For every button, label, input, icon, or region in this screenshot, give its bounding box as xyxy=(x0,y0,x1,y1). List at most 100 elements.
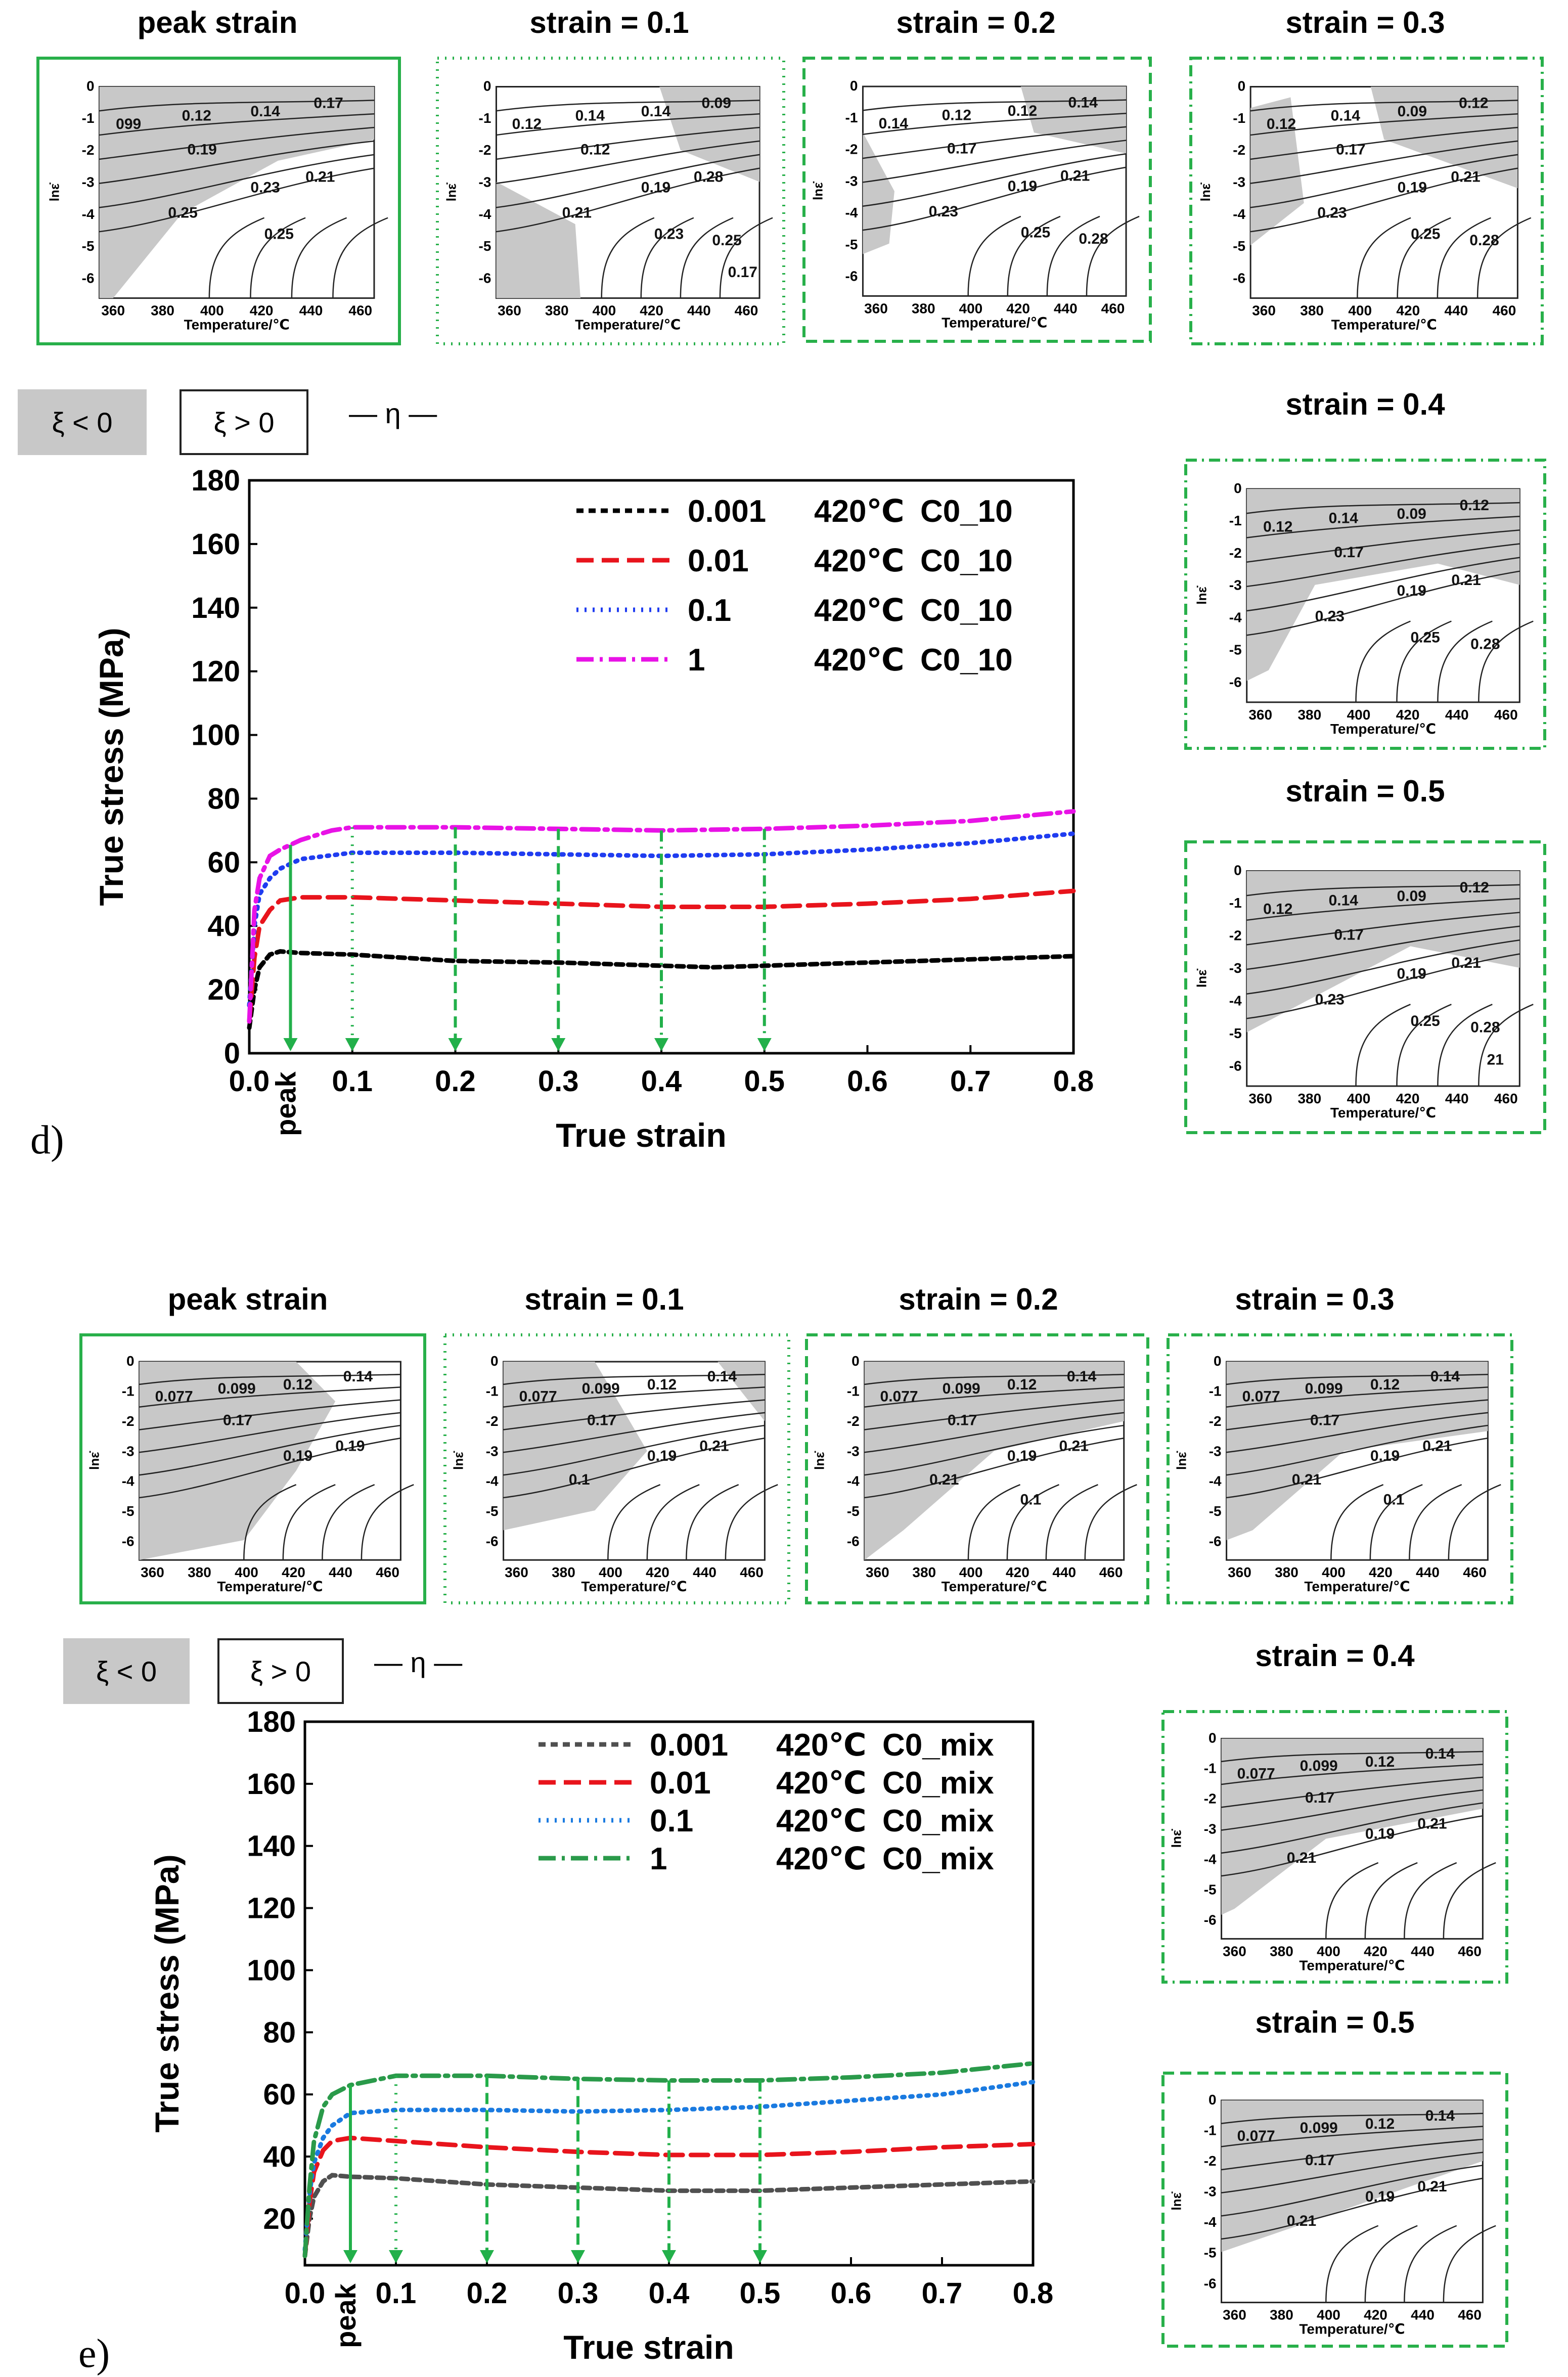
map-y-tick: -5 xyxy=(847,1503,860,1519)
map-x-tick: 380 xyxy=(1297,707,1321,723)
contour-line xyxy=(1246,884,1520,896)
chip-eta: — η — xyxy=(349,397,437,429)
x-tick-label: 0.2 xyxy=(467,2277,508,2310)
map-y-tick: -4 xyxy=(1204,1851,1217,1867)
legend-temp: 420℃ xyxy=(814,643,905,678)
map-caption: strain = 0.4 xyxy=(1285,387,1445,421)
map-y-tick: 0 xyxy=(1208,2092,1217,2107)
contour-line xyxy=(496,113,760,136)
map-y-tick: -5 xyxy=(1233,238,1245,254)
map-y-tick: -4 xyxy=(1229,610,1242,625)
map-y-tick: -1 xyxy=(1229,895,1242,911)
map-border xyxy=(1167,1333,1513,1604)
contour-line xyxy=(864,1412,1124,1453)
map-x-label: Temperature/℃ xyxy=(1331,317,1437,333)
contour-line xyxy=(863,166,1127,231)
map-y-label: lnε̇ xyxy=(1169,1829,1184,1848)
y-tick-label: 140 xyxy=(247,1830,296,1863)
map-y-tick: -1 xyxy=(1209,1383,1222,1399)
map-x-tick: 420 xyxy=(1396,303,1420,319)
contour-label: 0.19 xyxy=(1370,1448,1400,1464)
map-y-tick: -4 xyxy=(1229,993,1242,1008)
map-y-tick: -4 xyxy=(479,206,491,222)
contour-line xyxy=(139,1373,401,1385)
x-tick-label: 0.4 xyxy=(649,2277,690,2310)
contour-label: 0.28 xyxy=(694,169,723,186)
contour-line xyxy=(503,1424,765,1476)
contour-line xyxy=(1246,515,1520,539)
map-y-tick: -5 xyxy=(122,1503,135,1519)
map-x-tick: 440 xyxy=(1054,300,1078,316)
legend-rate: 0.1 xyxy=(650,1804,693,1838)
peak-label: peak xyxy=(270,1071,302,1136)
map-y-label: lnε̇ xyxy=(451,1451,466,1469)
arrow-head xyxy=(283,1038,298,1051)
map-y-tick: -3 xyxy=(1204,2184,1217,2200)
contour-label: 0.21 xyxy=(1059,1438,1089,1454)
contour-line xyxy=(863,140,1127,183)
map-x-tick: 380 xyxy=(1275,1564,1298,1580)
contour-label: 0.28 xyxy=(1470,1019,1500,1036)
contour-line xyxy=(250,217,306,298)
arrow-head xyxy=(662,2250,676,2263)
map-border xyxy=(805,1333,1149,1604)
contour-line xyxy=(1364,1862,1418,1939)
contour-line xyxy=(322,1484,375,1560)
contour-line xyxy=(1084,1484,1137,1560)
map-x-tick: 420 xyxy=(1396,1091,1420,1106)
contour-label: 0.21 xyxy=(1422,1438,1452,1454)
x-tick-label: 0.5 xyxy=(744,1065,785,1098)
instability-region xyxy=(1221,2100,1483,2252)
contour-label: 0.12 xyxy=(1007,1376,1037,1393)
map-thumbnail: 0.077 0.099 0.12 0.14 0.17 0.19 0.19 360 380 400 4… xyxy=(79,1333,426,1604)
map-x-tick: 380 xyxy=(545,303,569,319)
map-y-tick: -1 xyxy=(1204,1760,1217,1776)
map-y-label: lnε̇ xyxy=(1194,969,1209,988)
contour-line xyxy=(99,113,375,136)
map-thumbnail: 0.077 0.099 0.12 0.14 0.17 0.19 0.21 0.21 360 380… xyxy=(1161,1710,1508,1984)
contour-line xyxy=(139,1412,401,1453)
map-x-tick: 380 xyxy=(188,1564,211,1580)
map-y-label: lnε̇ xyxy=(443,183,459,201)
map-y-label: lnε̇ xyxy=(1169,2191,1184,2210)
map-border xyxy=(1161,2072,1508,2348)
map-y-tick: -4 xyxy=(486,1473,499,1489)
contour-line xyxy=(1246,543,1520,588)
map-caption: strain = 0.4 xyxy=(1255,1639,1415,1673)
map-thumbnail: 0.077 0.099 0.12 0.14 0.17 0.19 0.21 0.21 0.1 360… xyxy=(1167,1333,1513,1604)
contour-line xyxy=(607,1484,661,1560)
map-y-tick: -4 xyxy=(847,1473,860,1489)
contour-label: 0.19 xyxy=(1397,965,1426,982)
map-x-tick: 380 xyxy=(151,303,174,319)
map-x-tick: 460 xyxy=(376,1564,399,1580)
contour-label: 0.21 xyxy=(1060,167,1090,184)
contour-line xyxy=(1221,2113,1483,2124)
contour-label: 0.077 xyxy=(519,1388,557,1405)
map-thumbnail: 0.12 0.14 0.09 0.12 0.17 0.19 0.21 0.23 0.25 0.28… xyxy=(1189,57,1544,345)
contour-label: 0.077 xyxy=(1242,1388,1280,1405)
contour-line xyxy=(1226,1373,1488,1385)
y-tick-label: 60 xyxy=(263,2078,296,2111)
x-tick-label: 0.0 xyxy=(285,2277,326,2310)
map-x-tick: 460 xyxy=(735,303,758,319)
map-x-tick: 400 xyxy=(959,300,983,316)
contour-label: 0.09 xyxy=(702,95,731,111)
contour-line xyxy=(1250,100,1518,112)
map-x-tick: 400 xyxy=(235,1564,258,1580)
contour-line xyxy=(1045,1484,1098,1560)
contour-line xyxy=(725,1484,778,1560)
contour-label: 0.25 xyxy=(264,226,294,243)
map-y-tick: -2 xyxy=(82,142,95,158)
series-line-0.001 xyxy=(247,949,1076,1030)
map-x-tick: 460 xyxy=(1494,1091,1518,1106)
contour-line xyxy=(967,215,1021,296)
map-y-tick: -6 xyxy=(847,1534,860,1549)
contour-line xyxy=(1364,2225,1418,2303)
contour-label: 0.25 xyxy=(168,205,197,221)
x-tick-label: 0.6 xyxy=(847,1065,888,1098)
x-tick-label: 0.1 xyxy=(376,2277,417,2310)
map-x-tick: 400 xyxy=(1348,303,1372,319)
map-thumbnail: 0.077 0.099 0.12 0.14 0.17 0.19 0.21 0.21 0.1 360… xyxy=(805,1333,1149,1604)
contour-label: 0.1 xyxy=(1020,1491,1042,1508)
instability-region xyxy=(1250,86,1518,246)
